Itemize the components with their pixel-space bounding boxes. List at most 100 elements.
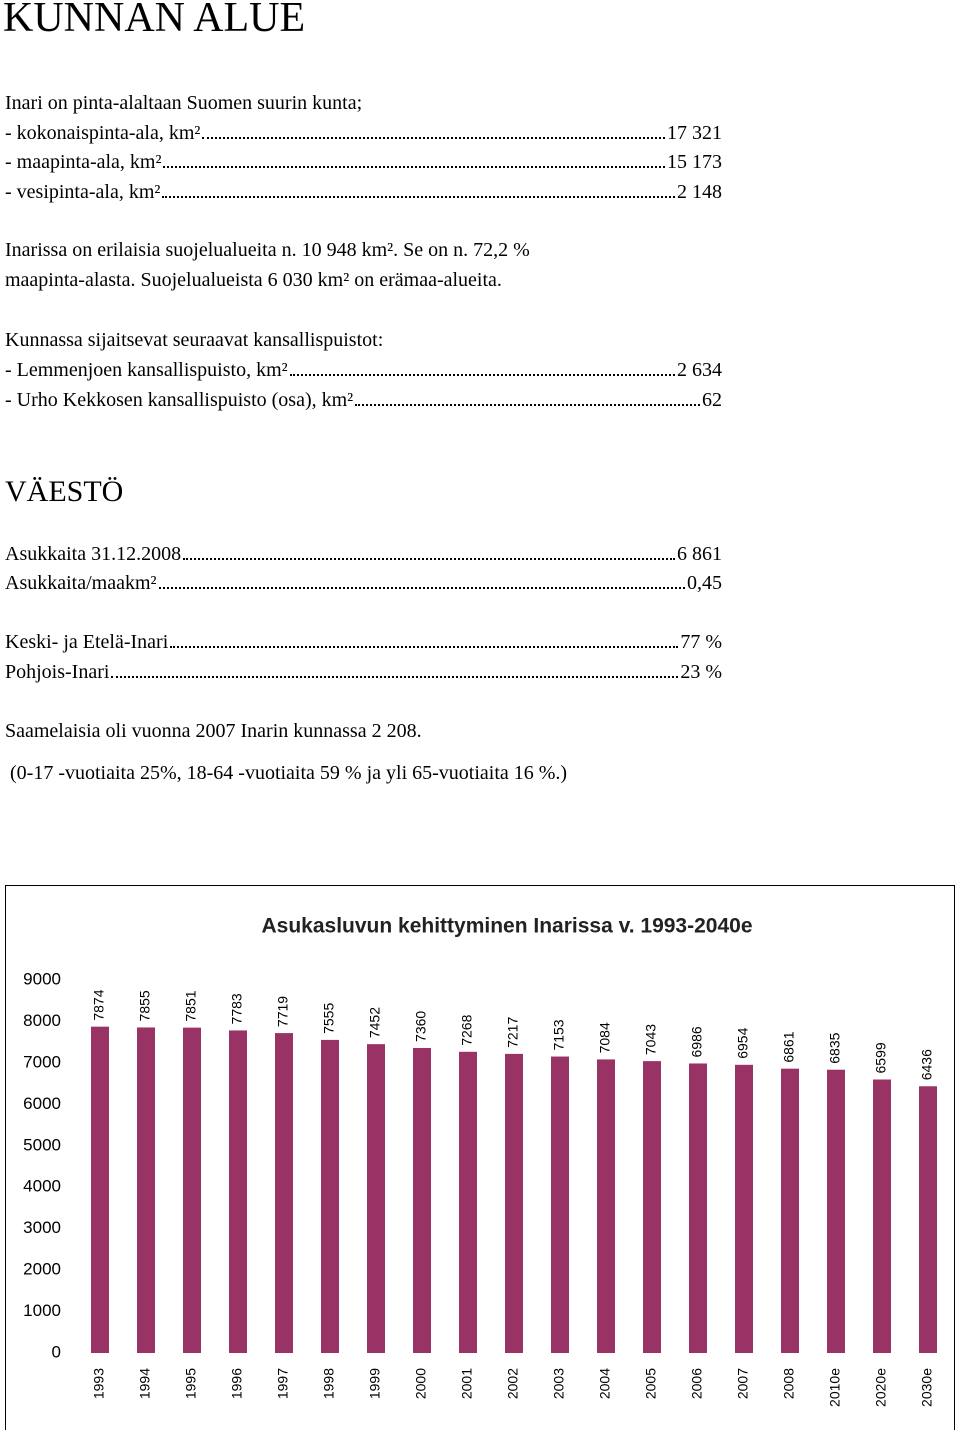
y-tick-label: 8000 — [23, 1011, 61, 1030]
label: Pohjois-Inari — [5, 661, 110, 683]
value-label: 7874 — [91, 989, 107, 1020]
bar — [551, 1056, 569, 1353]
bar — [827, 1069, 845, 1353]
value-label: 7217 — [505, 1017, 521, 1048]
y-tick-label: 7000 — [23, 1052, 61, 1071]
chart: Asukasluvun kehittyminen Inarissa v. 199… — [5, 885, 955, 1430]
label: Keski- ja Etelä-Inari — [5, 631, 169, 653]
text: Kunnassa sijaitsevat seuraavat kansallis… — [5, 329, 384, 351]
x-tick-label: 2000 — [413, 1368, 429, 1399]
value-label: 7783 — [229, 993, 245, 1024]
title: KUNNAN ALUE — [3, 0, 306, 41]
bar — [91, 1026, 109, 1353]
x-tick-label: 1994 — [137, 1368, 153, 1399]
text: (0-17 -vuotiaita 25%, 18-64 -vuotiaita 5… — [10, 762, 568, 784]
y-tick-label: 2000 — [23, 1260, 61, 1279]
bar — [505, 1053, 523, 1353]
bar — [781, 1068, 799, 1353]
row: Asukkaita/maakm² 0,45 — [5, 571, 722, 595]
text: Inarissa on erilaisia suojelualueita n. … — [5, 239, 530, 261]
x-tick-label: 2030e — [919, 1368, 935, 1407]
x-tick-label: 2003 — [551, 1368, 567, 1399]
bar — [183, 1027, 201, 1353]
bar — [919, 1086, 937, 1353]
x-tick-label: 1993 — [91, 1368, 107, 1399]
value-label: 7268 — [459, 1014, 475, 1045]
x-tick-label: 1997 — [275, 1368, 291, 1399]
value-label: 6436 — [919, 1049, 935, 1080]
y-tick-label: 9000 — [23, 969, 61, 988]
x-tick-label: 2005 — [643, 1368, 659, 1399]
value-label: 7452 — [367, 1007, 383, 1038]
x-tick-label: 2002 — [505, 1368, 521, 1399]
x-tick-label: 2007 — [735, 1368, 751, 1399]
row: - Lemmenjoen kansallispuisto, km² 2 634 — [5, 358, 722, 382]
value-label: 7153 — [551, 1019, 567, 1050]
x-tick-label: 2008 — [781, 1368, 797, 1399]
x-tick-label: 1996 — [229, 1368, 245, 1399]
bar — [459, 1051, 477, 1353]
bar — [137, 1027, 155, 1353]
row: - kokonaispinta-ala, km² 17 321 — [5, 121, 722, 145]
text: Saamelaisia oli vuonna 2007 Inarin kunna… — [5, 720, 422, 742]
section-title: VÄESTÖ — [5, 475, 124, 508]
value-label: 7084 — [597, 1022, 613, 1053]
value: 2 148 — [677, 181, 722, 203]
bar — [689, 1063, 707, 1353]
bar — [275, 1033, 293, 1353]
value-label: 7360 — [413, 1011, 429, 1042]
value: 6 861 — [677, 543, 722, 565]
label: - Urho Kekkosen kansallispuisto (osa), k… — [5, 389, 354, 411]
x-tick-label: 1999 — [367, 1368, 383, 1399]
y-tick-label: 0 — [52, 1342, 61, 1361]
value: 77 % — [680, 631, 722, 653]
value: 2 634 — [677, 359, 722, 381]
row: - vesipinta-ala, km² 2 148 — [5, 180, 722, 204]
chart-title: Asukasluvun kehittyminen Inarissa v. 199… — [261, 915, 752, 938]
value: 17 321 — [667, 122, 722, 144]
label: - Lemmenjoen kansallispuisto, km² — [5, 359, 288, 381]
bar — [321, 1039, 339, 1353]
value-label: 6986 — [689, 1026, 705, 1057]
value-label: 6835 — [827, 1032, 843, 1063]
label: - vesipinta-ala, km² — [5, 181, 161, 203]
y-tick-label: 4000 — [23, 1177, 61, 1196]
x-tick-label: 2006 — [689, 1368, 705, 1399]
bar — [229, 1030, 247, 1353]
x-tick-label: 2010e — [827, 1368, 843, 1407]
row: Keski- ja Etelä-Inari 77 % — [5, 630, 722, 654]
bar — [873, 1079, 891, 1353]
row: - maapinta-ala, km² 15 173 — [5, 150, 722, 174]
bar — [413, 1047, 431, 1353]
value: 0,45 — [687, 572, 722, 594]
value-label: 6954 — [735, 1027, 751, 1058]
value-label: 7555 — [321, 1003, 337, 1034]
value: 62 — [702, 389, 722, 411]
label: - maapinta-ala, km² — [5, 151, 162, 173]
x-tick-label: 1998 — [321, 1368, 337, 1399]
label: - kokonaispinta-ala, km² — [5, 122, 201, 144]
x-tick-label: 2004 — [597, 1368, 613, 1399]
bar — [643, 1061, 661, 1353]
x-tick-label: 2001 — [459, 1368, 475, 1399]
value: 23 % — [680, 661, 722, 683]
row: Asukkaita 31.12.2008 6 861 — [5, 542, 722, 566]
y-tick-label: 1000 — [23, 1301, 61, 1320]
label: Asukkaita 31.12.2008 — [5, 543, 182, 565]
value-label: 7719 — [275, 996, 291, 1027]
value-label: 7851 — [183, 990, 199, 1021]
value-label: 7855 — [137, 990, 153, 1021]
bar — [735, 1064, 753, 1353]
value-label: 7043 — [643, 1024, 659, 1055]
row: Pohjois-Inari 23 % — [5, 660, 722, 684]
x-tick-label: 2020e — [873, 1368, 889, 1407]
value-label: 6599 — [873, 1042, 889, 1073]
label: Asukkaita/maakm² — [5, 572, 157, 594]
y-tick-label: 6000 — [23, 1094, 61, 1113]
y-tick-label: 5000 — [23, 1135, 61, 1154]
x-tick-label: 1995 — [183, 1368, 199, 1399]
value-label: 6861 — [781, 1031, 797, 1062]
text: maapinta-alasta. Suojelualueista 6 030 k… — [5, 269, 502, 291]
text: Inari on pinta-alaltaan Suomen suurin ku… — [5, 92, 363, 114]
